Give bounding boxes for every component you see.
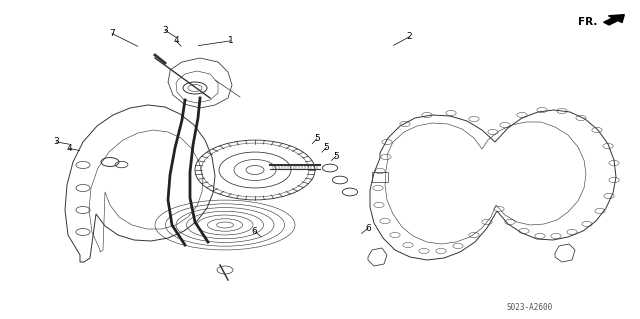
Text: S023-A2600: S023-A2600 bbox=[507, 303, 553, 313]
Text: 3: 3 bbox=[163, 26, 168, 35]
Text: FR.: FR. bbox=[578, 17, 597, 27]
Text: 2: 2 bbox=[407, 32, 412, 41]
Text: 7: 7 bbox=[109, 29, 115, 38]
FancyArrow shape bbox=[604, 15, 625, 25]
Text: 5: 5 bbox=[324, 143, 329, 152]
Text: 5: 5 bbox=[333, 152, 339, 161]
Text: 6: 6 bbox=[252, 227, 257, 236]
Text: 3: 3 bbox=[54, 137, 59, 146]
Text: 4: 4 bbox=[67, 144, 72, 153]
Text: 6: 6 bbox=[365, 224, 371, 233]
Text: 4: 4 bbox=[173, 36, 179, 45]
Text: 1: 1 bbox=[228, 36, 233, 45]
Text: 5: 5 bbox=[314, 134, 319, 143]
